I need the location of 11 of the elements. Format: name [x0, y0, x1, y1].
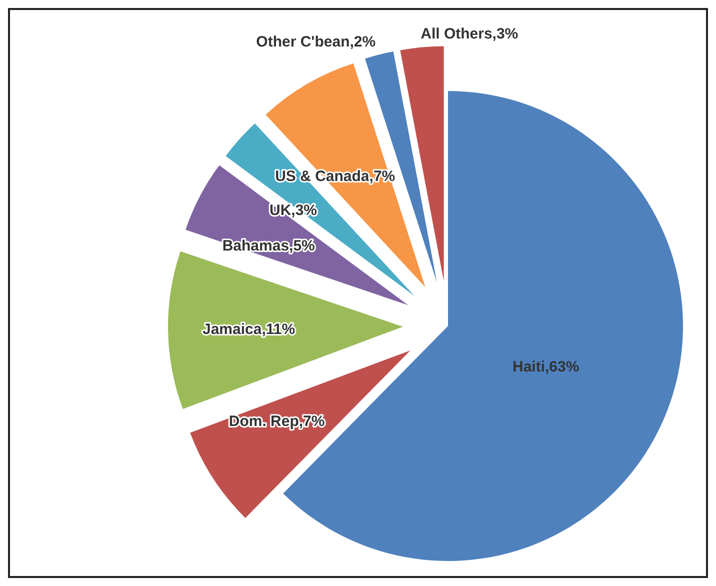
slice-label: Haiti: [512, 358, 546, 376]
data-label: ,11%: [262, 320, 296, 338]
data-label: ,3%: [492, 26, 518, 43]
data-label: ,2%: [350, 33, 376, 50]
slice-label: Other C'bean: [256, 33, 350, 50]
slice-label: Jamaica: [202, 320, 262, 338]
slice-label: All Others: [420, 26, 492, 43]
slice-label: Dom. Rep: [228, 413, 299, 430]
data-label: ,63%: [545, 358, 580, 376]
data-label: ,5%: [289, 237, 315, 254]
data-label: ,7%: [298, 413, 325, 430]
